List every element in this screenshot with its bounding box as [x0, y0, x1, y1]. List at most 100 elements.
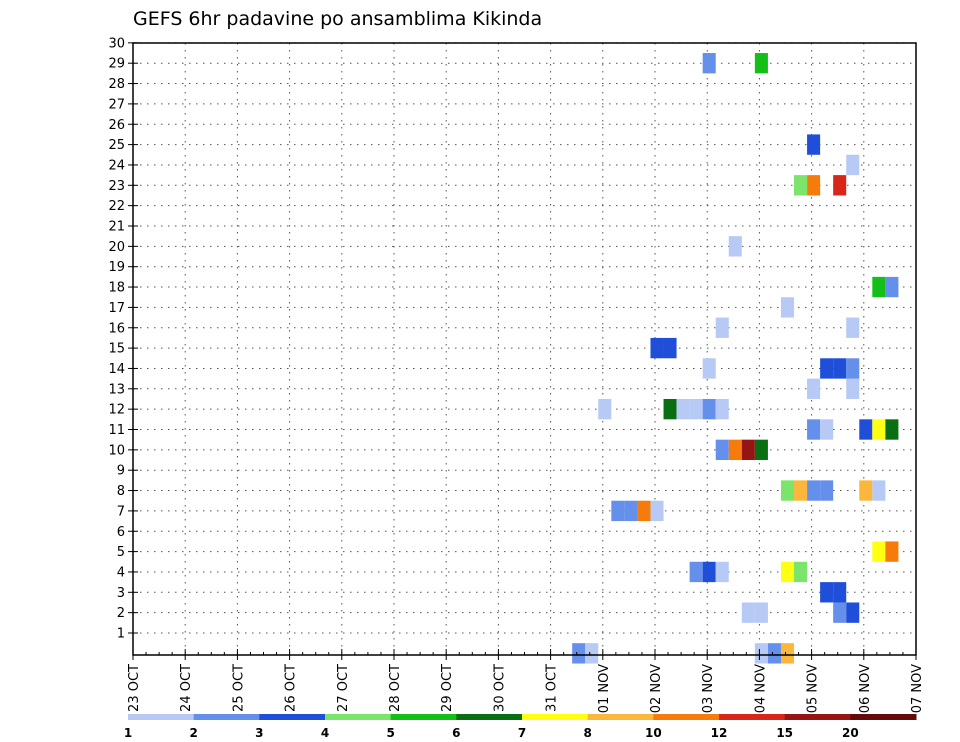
data-cell	[754, 53, 768, 74]
data-cell	[754, 439, 768, 461]
data-cell	[820, 419, 834, 440]
data-cell	[650, 500, 664, 522]
colorbar-label: 5	[386, 726, 394, 740]
colorbar-swatch	[784, 714, 851, 720]
data-cell	[728, 236, 742, 257]
x-tick-label: 31 OCT	[545, 664, 560, 712]
y-tick-label: 19	[108, 260, 125, 275]
data-cell	[846, 317, 860, 338]
y-tick-label: 24	[108, 158, 125, 173]
y-tick-label: 21	[108, 220, 125, 235]
data-cell	[807, 480, 821, 501]
data-cell	[846, 378, 860, 399]
colorbar: 1 2 3 4 5 6 7 8 10 12 15 20	[124, 714, 917, 740]
data-cell	[676, 398, 690, 420]
x-tick-label: 04 NOV	[753, 664, 768, 713]
data-cell	[885, 276, 899, 298]
y-tick-label: 12	[108, 403, 125, 418]
data-cell	[859, 480, 873, 501]
colorbar-swatch	[128, 714, 195, 720]
colorbar-label: 1	[124, 726, 132, 740]
data-cell	[611, 500, 625, 522]
colorbar-swatch	[719, 714, 786, 720]
colorbar-swatch	[653, 714, 720, 720]
colorbar-label: 4	[321, 726, 329, 740]
colorbar-swatch	[850, 714, 917, 720]
colorbar-swatch	[390, 714, 457, 720]
x-tick-label: 29 OCT	[440, 664, 455, 712]
data-cell	[702, 561, 716, 583]
colorbar-swatch	[325, 714, 392, 720]
y-tick-label: 7	[117, 504, 125, 519]
colorbar-swatch	[522, 714, 589, 720]
data-cell	[767, 643, 781, 664]
x-tick-label: 02 NOV	[649, 664, 664, 713]
data-cell	[689, 398, 703, 420]
data-cell	[820, 582, 834, 603]
colorbar-label: 6	[452, 726, 460, 740]
data-cell	[754, 602, 768, 623]
y-tick-label: 17	[108, 301, 125, 316]
colorbar-label: 7	[518, 726, 526, 740]
data-cell	[807, 134, 821, 155]
data-cell	[598, 398, 612, 420]
y-tick-label: 30	[108, 36, 125, 51]
x-tick-label: 27 OCT	[336, 664, 351, 712]
y-tick-label: 8	[117, 484, 125, 499]
data-cell	[833, 175, 847, 196]
data-cell	[663, 337, 677, 359]
data-cell	[702, 398, 716, 420]
data-cell	[872, 276, 886, 298]
data-cell	[820, 358, 834, 379]
x-tick-label: 24 OCT	[179, 664, 194, 712]
colorbar-swatch	[259, 714, 326, 720]
y-tick-label: 3	[117, 586, 125, 601]
colorbar-label: 8	[583, 726, 591, 740]
data-cell	[780, 297, 795, 318]
x-tick-label: 25 OCT	[231, 664, 246, 712]
data-cell	[794, 175, 808, 196]
data-cell	[859, 419, 873, 440]
x-axis: 23 OCT 24 OCT 25 OCT 26 OCT 27 OCT 28 OCT 29 O…	[127, 649, 925, 713]
data-cell	[780, 643, 795, 664]
data-cell	[702, 53, 716, 74]
data-cell	[780, 480, 795, 501]
y-axis: 1234567891011121314151617181920212223242…	[108, 36, 138, 642]
data-cell	[872, 419, 886, 440]
y-tick-label: 27	[108, 97, 125, 112]
y-tick-label: 23	[108, 179, 125, 194]
y-tick-label: 6	[117, 525, 125, 540]
colorbar-swatch	[193, 714, 260, 720]
colorbar-label: 10	[645, 726, 662, 740]
colorbar-label: 15	[776, 726, 793, 740]
data-cell	[807, 175, 821, 196]
data-cell	[846, 358, 860, 379]
data-cell	[741, 439, 755, 461]
colorbar-label: 2	[189, 726, 197, 740]
y-tick-label: 1	[117, 627, 125, 642]
data-cell	[715, 561, 729, 583]
data-cell	[624, 500, 638, 522]
y-tick-label: 9	[117, 464, 125, 479]
colorbar-label: 20	[842, 726, 859, 740]
x-tick-label: 05 NOV	[806, 664, 821, 713]
x-tick-label: 28 OCT	[388, 664, 403, 712]
x-tick-label: 01 NOV	[597, 664, 612, 713]
y-tick-label: 22	[108, 199, 125, 214]
data-cell	[872, 480, 886, 501]
x-tick-label: 26 OCT	[284, 664, 299, 712]
y-tick-label: 28	[108, 77, 125, 92]
data-cell	[637, 500, 651, 522]
data-cell	[833, 582, 847, 603]
y-tick-label: 29	[108, 57, 125, 72]
y-tick-label: 25	[108, 138, 125, 153]
y-tick-label: 10	[108, 443, 125, 458]
data-cell	[715, 317, 729, 338]
x-tick-label: 07 NOV	[910, 664, 925, 713]
colorbar-label: 3	[255, 726, 263, 740]
data-cells	[572, 53, 899, 664]
data-cell	[663, 398, 677, 420]
data-cell	[833, 358, 847, 379]
data-cell	[794, 561, 808, 583]
data-cell	[780, 561, 795, 583]
